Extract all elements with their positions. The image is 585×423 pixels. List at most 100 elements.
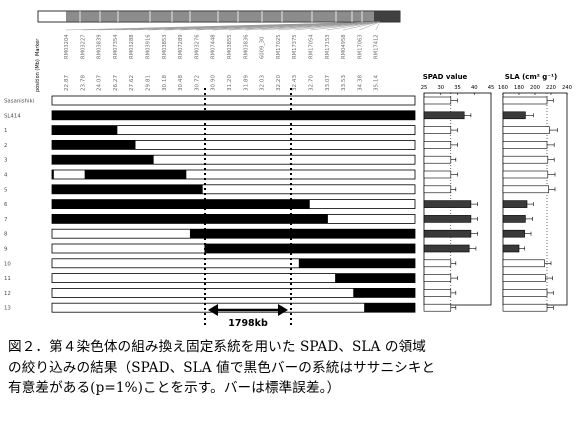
spad-bar (423, 185, 452, 194)
genotype-row: 1 (4, 125, 416, 135)
spad-tick-label: 25 (421, 85, 428, 91)
spad-bar (423, 141, 452, 149)
sla-bar (502, 155, 549, 164)
genotype-row: 7 (4, 213, 416, 224)
sla-bar (502, 259, 545, 268)
marker-name: RM07289 (178, 34, 184, 59)
spad-tick-label: 40 (471, 85, 478, 91)
marker-position: 32.03 (260, 75, 266, 91)
caption-line-2: の絞り込みの結果（SPAD、SLA 値で黒色バーの系統はササニシキと (8, 359, 436, 376)
introgression-segment (52, 199, 310, 209)
line-label: 4 (4, 173, 8, 179)
introgression-segment (52, 170, 54, 179)
spad-bar (423, 126, 452, 134)
line-label: 8 (4, 232, 8, 238)
marker-position: 22.87 (64, 75, 70, 91)
marker-name: RM17375 (292, 34, 298, 59)
marker-position: 31.20 (227, 75, 233, 91)
spad-value-panel: SPAD value 25 30 35 40 45 (421, 73, 495, 312)
candidate-region (204, 88, 292, 326)
marker-connector (359, 21, 381, 31)
sla-panel-frame (502, 92, 568, 306)
sla-bar (502, 96, 548, 105)
spad-bar (423, 111, 465, 120)
genotype-row: 4 (4, 169, 416, 180)
marker-name: RM17054 (309, 34, 315, 59)
introgression-segment (52, 214, 328, 224)
sla-bar (502, 126, 550, 134)
marker-name: RM03227 (80, 34, 86, 59)
marker-position: 30.72 (194, 75, 200, 91)
chromosome-4-ideogram (37, 10, 401, 23)
marker-position: 32.70 (309, 75, 315, 91)
spad-bar (423, 259, 452, 268)
introgression-segment (189, 229, 415, 239)
spad-bar (423, 200, 472, 208)
spad-tick-label: 45 (488, 85, 495, 91)
genotype-row: 3 (4, 154, 416, 165)
sla-bar (502, 229, 525, 238)
sla-tick-label: 220 (546, 85, 556, 91)
sla-panel-title: SLA (cm² g⁻¹) (505, 73, 557, 81)
sla-panel: SLA (cm² g⁻¹) 160 180 200 220 240 (498, 73, 572, 312)
line-label: 10 (4, 261, 11, 267)
introgression-segment (52, 140, 136, 150)
line-label: 2 (4, 143, 7, 149)
marker-position: 30.90 (211, 75, 217, 91)
marker-position: 35.14 (374, 75, 380, 91)
spad-bar (423, 289, 452, 297)
marker-name: 6009_30 (260, 37, 266, 59)
marker-position: 27.62 (129, 75, 135, 91)
sla-bar (502, 244, 520, 253)
recombinant-lines-figure: RM03204 22.87 RM03227 23.78 RM03839 24.07 RM07… (4, 10, 572, 329)
marker-position: 34.38 (357, 75, 363, 91)
line-label: Sasanishiki (4, 99, 34, 105)
genotype-row: SL414 (4, 110, 416, 121)
marker-position-side-labels: Marker position (Mb) (35, 38, 41, 92)
chromosome-segment-bar (51, 95, 416, 106)
sla-bar (502, 215, 526, 223)
region-arrow-left-head (208, 304, 218, 316)
spad-bar (423, 229, 472, 238)
introgression-segment (52, 184, 203, 194)
marker-connector (326, 21, 381, 31)
marker-position: 31.89 (243, 75, 249, 91)
marker-name: RM07354 (113, 34, 119, 59)
marker-name: RM03836 (243, 34, 249, 59)
marker-position: 33.53 (341, 75, 347, 91)
marker-position: 30.48 (178, 75, 184, 91)
sla-tick-label: 180 (514, 85, 524, 91)
sla-tick-label: 160 (498, 85, 508, 91)
line-label: 7 (4, 217, 7, 223)
marker-connector (294, 21, 381, 31)
chromosome-shaded-region (66, 11, 374, 22)
sla-bar (502, 274, 546, 282)
introgression-segment (52, 155, 154, 165)
line-label: 1 (4, 128, 7, 134)
marker-connector (375, 21, 381, 31)
line-label: 11 (4, 276, 11, 282)
spad-bar (423, 274, 452, 282)
marker-name: RM07448 (211, 34, 217, 59)
spad-bar (423, 215, 472, 223)
line-label: SL414 (4, 113, 21, 119)
genotype-row: 5 (4, 184, 416, 195)
marker-labels: RM03204 22.87 RM03227 23.78 RM03839 24.07 RM07… (64, 21, 381, 91)
marker-name: RM04958 (341, 34, 347, 59)
position-side-label: position (Mb) (35, 59, 41, 92)
marker-position: 32.43 (292, 75, 298, 91)
sla-bar (502, 185, 549, 194)
marker-connector (310, 21, 381, 31)
marker-name: RM03839 (97, 34, 103, 59)
spad-bar (423, 155, 452, 164)
genotype-row: 11 (4, 273, 416, 284)
sla-bar (502, 303, 548, 312)
introgression-segment (52, 110, 415, 120)
sla-bar (502, 141, 548, 149)
genotype-row: 10 (4, 258, 416, 269)
sla-tick-label: 200 (530, 85, 540, 91)
marker-position: 24.07 (97, 75, 103, 91)
spad-tick-label: 35 (454, 85, 461, 91)
genotype-row: 9 (4, 243, 416, 254)
